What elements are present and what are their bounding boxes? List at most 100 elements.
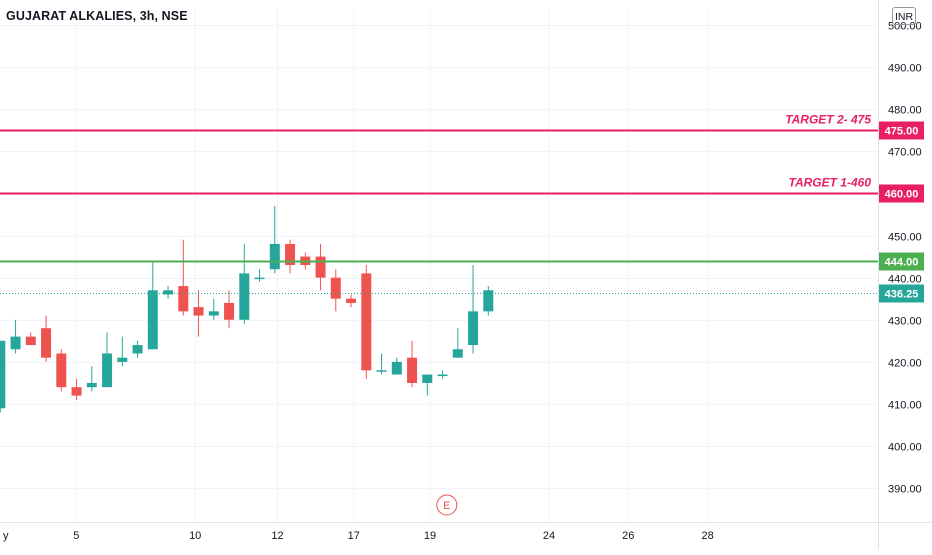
candle-body bbox=[86, 382, 97, 388]
horizontal-lines-layer: TARGET 2- 475 TARGET 1-460 bbox=[0, 113, 878, 294]
candle bbox=[10, 319, 21, 354]
y-tick-label: 390.00 bbox=[888, 484, 922, 496]
candle-body bbox=[178, 286, 189, 312]
x-tick-label: 19 bbox=[424, 530, 436, 542]
candle bbox=[71, 378, 82, 400]
candle bbox=[25, 332, 36, 346]
candle bbox=[361, 265, 372, 379]
candle-body bbox=[10, 336, 21, 350]
candle bbox=[407, 340, 418, 388]
candle bbox=[178, 239, 189, 316]
candle-body bbox=[0, 340, 6, 409]
candle-body bbox=[193, 307, 204, 316]
price-label-text: 460.00 bbox=[885, 189, 919, 201]
candle-body bbox=[452, 349, 463, 358]
price-label: 460.00 bbox=[879, 184, 924, 203]
candle bbox=[56, 349, 67, 392]
candle bbox=[117, 336, 128, 367]
currency-badge[interactable]: INR bbox=[892, 7, 916, 25]
candle bbox=[376, 353, 387, 375]
candle bbox=[0, 340, 6, 413]
price-label-background bbox=[879, 284, 924, 303]
candle-body bbox=[285, 243, 296, 265]
grid-layer bbox=[0, 8, 878, 522]
candle-body bbox=[239, 273, 250, 320]
candle-body bbox=[254, 277, 265, 280]
event-layer: E bbox=[436, 494, 458, 516]
line-annotation: TARGET 2- 475 bbox=[785, 113, 871, 127]
candle-body bbox=[147, 290, 158, 350]
candle-body bbox=[269, 243, 280, 270]
candle-body bbox=[132, 345, 143, 354]
candle-body bbox=[407, 357, 418, 383]
y-tick-label: 450.00 bbox=[888, 232, 922, 244]
x-tick-label: 28 bbox=[701, 530, 713, 542]
y-tick-label: 420.00 bbox=[888, 358, 922, 370]
chart-title: GUJARAT ALKALIES, 3h, NSE bbox=[6, 9, 188, 23]
candle-body bbox=[346, 298, 357, 303]
candle bbox=[468, 265, 479, 354]
y-tick-label: 430.00 bbox=[888, 316, 922, 328]
price-label-background bbox=[879, 121, 924, 140]
candle bbox=[132, 340, 143, 358]
x-tick-label: 10 bbox=[189, 530, 201, 542]
candle-body bbox=[25, 336, 36, 346]
candle bbox=[452, 328, 463, 358]
candle bbox=[483, 286, 494, 316]
candle bbox=[239, 243, 250, 324]
price-label-background bbox=[879, 184, 924, 203]
candle-body bbox=[56, 353, 67, 388]
event-label: E bbox=[443, 500, 450, 512]
price-label-text: 436.25 bbox=[885, 289, 919, 301]
candle-body bbox=[422, 374, 433, 383]
candle bbox=[254, 269, 265, 282]
candle-body bbox=[468, 311, 479, 346]
price-label-background bbox=[879, 252, 924, 271]
candle bbox=[41, 315, 52, 362]
x-tick-label: 24 bbox=[543, 530, 555, 542]
candle bbox=[193, 290, 204, 337]
y-tick-label: 440.00 bbox=[888, 274, 922, 286]
x-tick-label: 5 bbox=[73, 530, 79, 542]
price-label-text: 475.00 bbox=[885, 126, 919, 138]
candle-body bbox=[330, 277, 341, 299]
candle bbox=[285, 239, 296, 274]
candle-body bbox=[315, 256, 326, 278]
price-label: 436.25 bbox=[879, 284, 924, 303]
candle bbox=[224, 290, 235, 329]
y-tick-label: 470.00 bbox=[888, 147, 922, 159]
x-tick-label: 26 bbox=[622, 530, 634, 542]
candle-body bbox=[437, 374, 448, 377]
price-labels-layer: 475.00 460.00 444.00 436.25 bbox=[879, 121, 924, 303]
candle bbox=[437, 370, 448, 379]
x-tick-label: 17 bbox=[348, 530, 360, 542]
candle-body bbox=[41, 328, 52, 358]
candle bbox=[346, 294, 357, 308]
price-label: 444.00 bbox=[879, 252, 924, 271]
candle-body bbox=[208, 311, 219, 316]
candle-layer bbox=[0, 206, 494, 413]
y-tick-label: 410.00 bbox=[888, 400, 922, 412]
candle bbox=[422, 374, 433, 396]
y-tick-label: 480.00 bbox=[888, 105, 922, 117]
candle-body bbox=[376, 370, 387, 372]
price-label-text: 444.00 bbox=[885, 257, 919, 269]
y-tick-label: 400.00 bbox=[888, 442, 922, 454]
candle-body bbox=[102, 353, 113, 388]
event-circle bbox=[436, 494, 458, 516]
candle-body bbox=[71, 387, 82, 396]
candle-body bbox=[361, 273, 372, 371]
earnings-event-marker: E bbox=[436, 494, 458, 516]
candle bbox=[102, 332, 113, 388]
candle bbox=[86, 366, 97, 392]
time-scale[interactable]: y 5 10 12 17 19 24 26 28 bbox=[3, 530, 714, 542]
candle-body bbox=[224, 302, 235, 320]
candle bbox=[330, 269, 341, 312]
x-tick-label: y bbox=[3, 530, 9, 542]
candle bbox=[391, 357, 402, 375]
candle bbox=[163, 286, 174, 299]
price-label: 475.00 bbox=[879, 121, 924, 140]
